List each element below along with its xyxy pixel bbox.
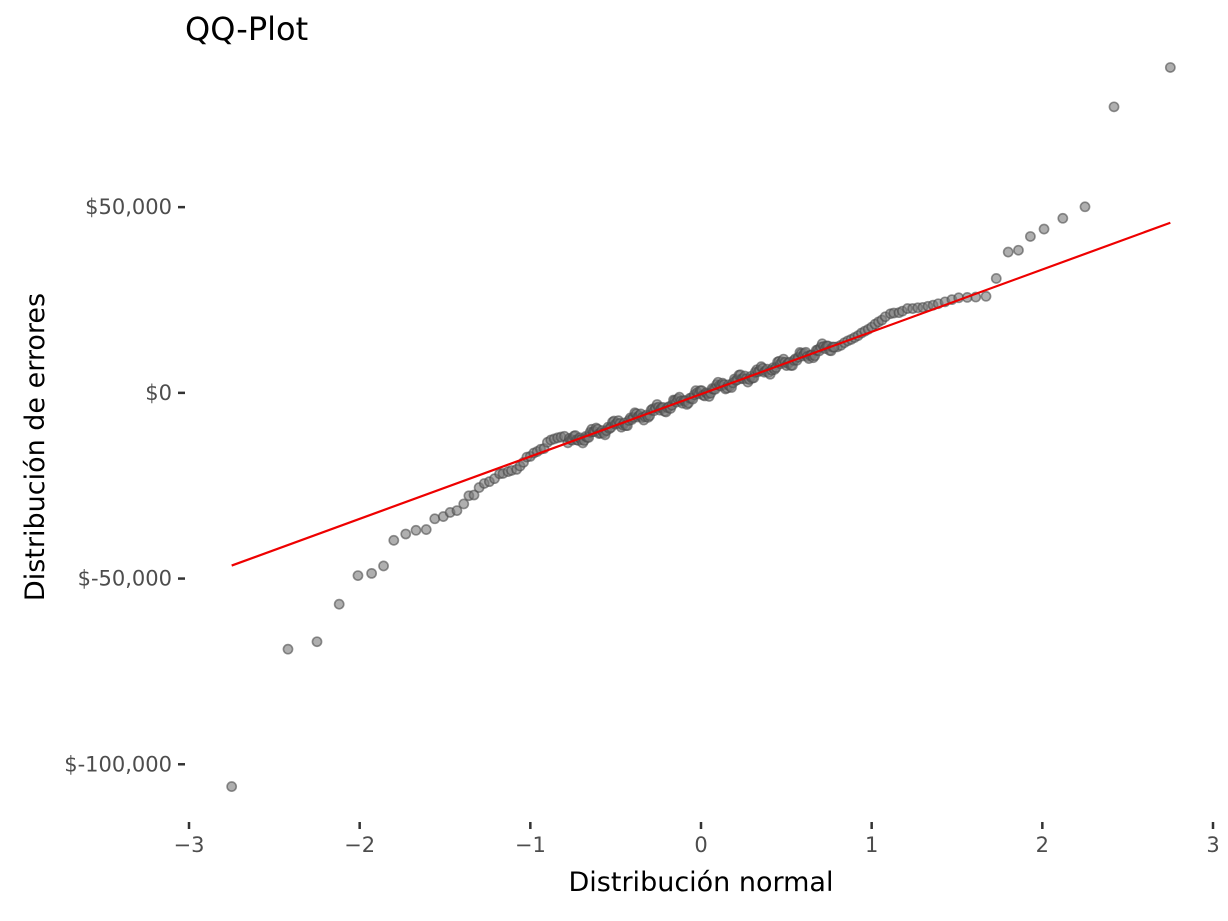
y-tick-label: $0 — [145, 381, 172, 405]
data-point — [1108, 101, 1120, 113]
x-axis-title: Distribución normal — [569, 867, 834, 898]
data-point — [1079, 201, 1091, 213]
data-point — [410, 524, 422, 536]
data-point — [282, 643, 294, 655]
data-point — [333, 598, 345, 610]
data-point — [311, 636, 323, 648]
data-point — [388, 534, 400, 546]
x-tick-label: 0 — [694, 833, 707, 857]
x-tick-label: 1 — [865, 833, 878, 857]
reference-line — [231, 221, 1171, 567]
data-point — [1057, 212, 1069, 224]
x-tick-label: −3 — [174, 833, 205, 857]
y-axis-title: Distribución de errores — [20, 293, 51, 601]
data-point — [990, 273, 1002, 284]
data-point — [378, 560, 389, 572]
data-point — [468, 489, 480, 501]
x-tick-label: −1 — [515, 833, 546, 857]
data-point — [226, 781, 238, 792]
y-axis: $50,000 $0 $-50,000 $-100,000 — [64, 195, 185, 776]
data-point — [1024, 231, 1036, 242]
x-tick-label: −2 — [344, 833, 375, 857]
y-tick-label: $-100,000 — [64, 752, 172, 776]
y-tick-label: $50,000 — [85, 195, 172, 219]
data-point — [451, 505, 463, 516]
x-axis: −3 −2 −1 0 1 2 3 — [174, 822, 1220, 857]
data-point — [400, 528, 412, 540]
y-tick-label: $-50,000 — [78, 567, 172, 591]
data-point — [429, 513, 441, 525]
data-points — [226, 62, 1176, 792]
data-point — [420, 524, 432, 535]
data-point — [458, 498, 470, 510]
chart-title: QQ-Plot — [185, 10, 308, 48]
data-point — [352, 570, 364, 581]
data-point — [1038, 223, 1050, 235]
data-point — [980, 290, 992, 302]
x-tick-label: 2 — [1036, 833, 1049, 857]
data-point — [366, 567, 378, 579]
data-point — [1013, 244, 1024, 256]
data-point — [1002, 246, 1014, 258]
x-tick-label: 3 — [1206, 833, 1219, 857]
data-point — [1164, 62, 1176, 73]
